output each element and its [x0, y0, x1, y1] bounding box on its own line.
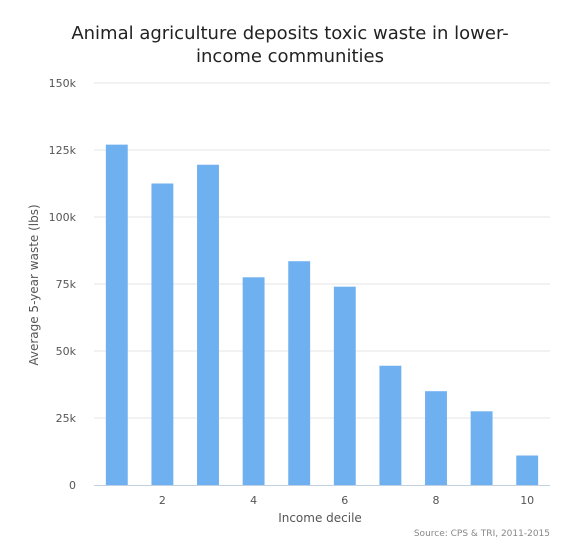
x-tick-label: 4: [250, 494, 257, 507]
y-axis-label: Average 5-year waste (lbs): [27, 204, 41, 365]
y-tick-label: 25k: [56, 412, 77, 425]
bar-decile-7: [379, 366, 401, 485]
y-tick-label: 75k: [56, 278, 77, 291]
y-tick-label: 100k: [49, 211, 77, 224]
y-axis-ticks: 0 25k 50k 75k 100k 125k 150k: [49, 77, 77, 492]
x-tick-label: 8: [433, 494, 440, 507]
x-axis-label: Income decile: [278, 511, 362, 525]
bar-decile-2: [151, 184, 173, 486]
y-tick-label: 0: [69, 479, 76, 492]
bar-decile-1: [106, 145, 128, 485]
y-tick-label: 50k: [56, 345, 77, 358]
x-axis-ticks: 2 4 6 8 10: [159, 494, 534, 507]
x-tick-label: 2: [159, 494, 166, 507]
y-tick-label: 125k: [49, 144, 77, 157]
bar-decile-8: [425, 391, 447, 485]
bar-decile-4: [243, 277, 265, 485]
source-credit: Source: CPS & TRI, 2011-2015: [414, 529, 550, 539]
bar-decile-5: [288, 261, 310, 485]
bar-decile-10: [516, 456, 538, 485]
bar-decile-6: [334, 287, 356, 485]
y-tick-label: 150k: [49, 77, 77, 90]
x-tick-label: 10: [520, 494, 534, 507]
x-tick-label: 6: [341, 494, 348, 507]
bar-decile-9: [471, 411, 493, 485]
bar-decile-3: [197, 165, 219, 485]
bar-series: [106, 145, 538, 485]
